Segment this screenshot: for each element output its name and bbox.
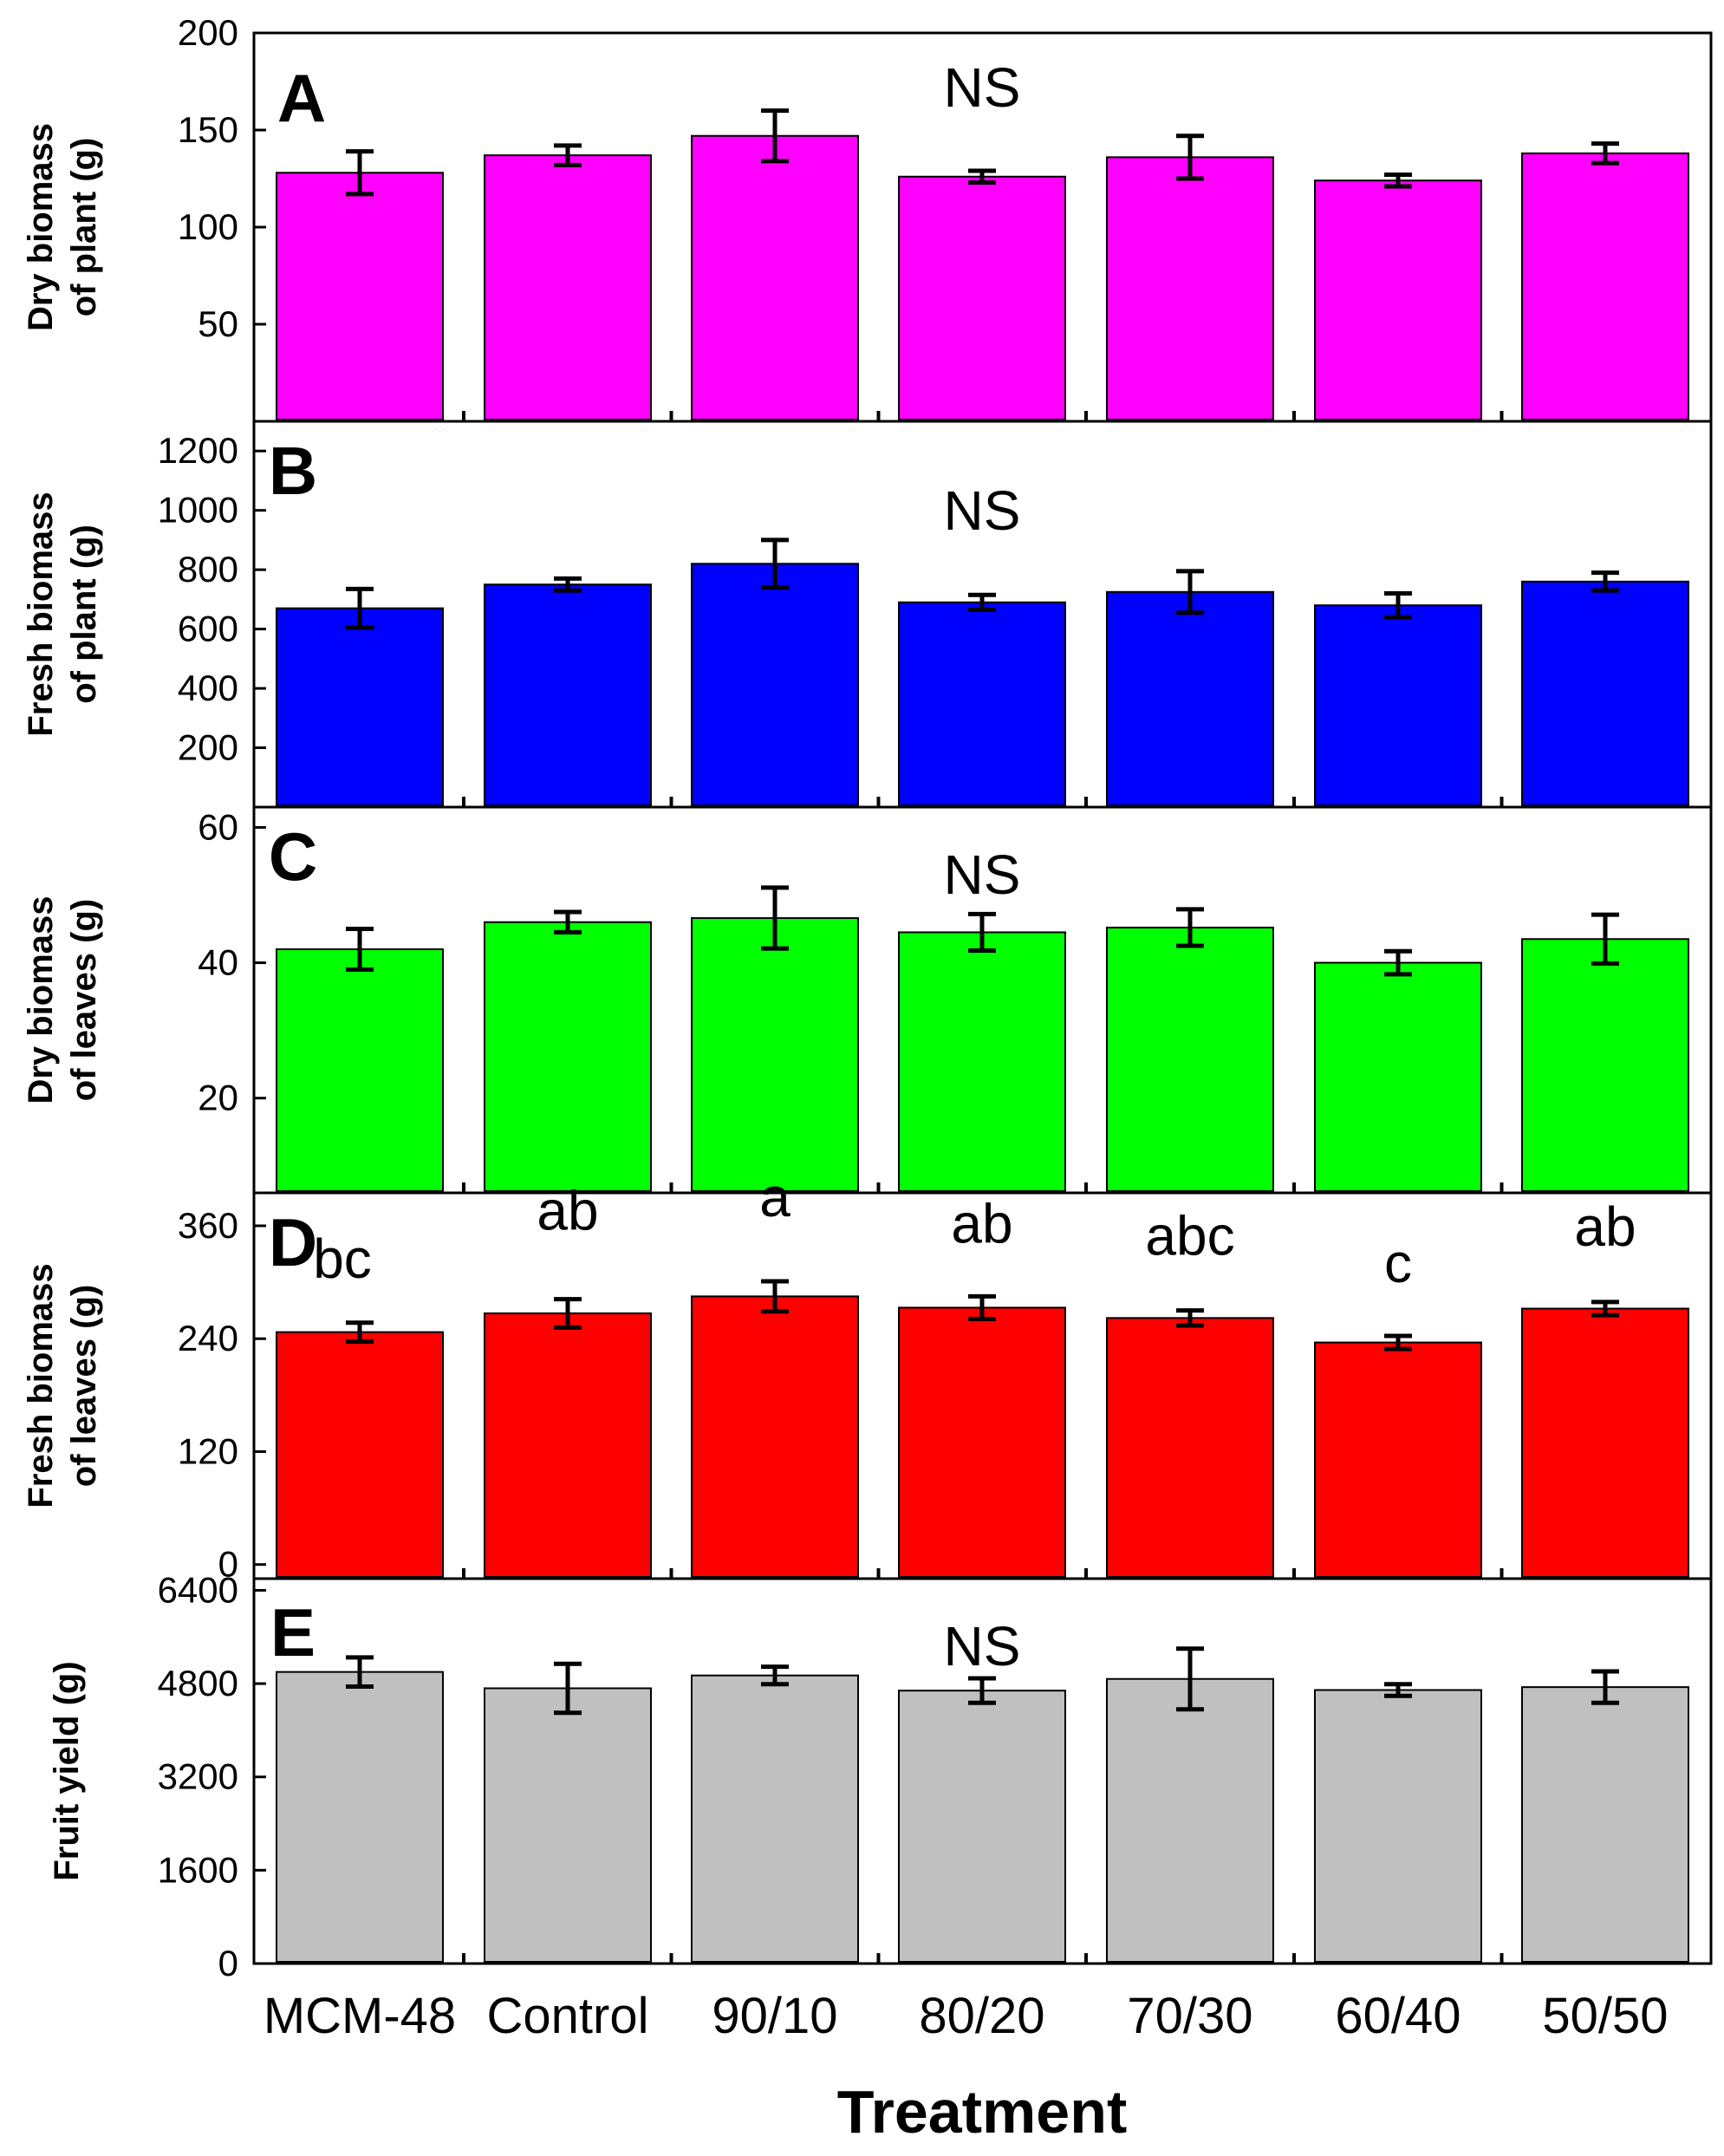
- y-tick-label: 4800: [158, 1663, 238, 1703]
- y-axis-label: Dry biomass of leaves (g): [22, 896, 103, 1104]
- panel-letter: B: [269, 433, 317, 509]
- significance-letter: bc: [313, 1228, 372, 1290]
- y-tick-label: 3200: [158, 1756, 238, 1797]
- y-tick-label: 6400: [158, 1569, 238, 1610]
- bar-a-90/10: [691, 134, 859, 420]
- y-tick-label: 1600: [158, 1849, 238, 1890]
- significance-label: NS: [944, 56, 1021, 119]
- significance-letter: ab: [537, 1180, 598, 1242]
- y-tick-label: 800: [178, 549, 238, 589]
- panel-e: 0 1600 3200 4800 6400 E NS Fruit yield (g): [48, 1569, 1713, 1983]
- y-tick-label: 50: [198, 303, 238, 344]
- significance-letter: abc: [1145, 1205, 1234, 1267]
- panel-b: 200 400 600 800 1000 1200 B NS Fresh biomass of p…: [22, 420, 1713, 809]
- bar-b-50/50: [1521, 580, 1689, 806]
- panel-d: 0 120 240 360 Dbc ab a ab abc c ab Fresh biomass of …: [22, 1166, 1713, 1585]
- bar-b-90/10: [691, 563, 859, 806]
- bar-c-50/50: [1521, 938, 1689, 1192]
- y-axis-label: Fruit yield (g): [48, 1661, 86, 1880]
- significance-letter: c: [1384, 1232, 1412, 1294]
- y-tick-label: 240: [178, 1318, 238, 1358]
- y-tick-label: 600: [178, 609, 238, 649]
- significance-label: NS: [944, 844, 1021, 906]
- y-axis-label: Fresh biomass of plant (g): [22, 492, 103, 736]
- significance-label: NS: [944, 479, 1021, 542]
- panel-letter: A: [277, 60, 326, 136]
- y-tick-label: 0: [218, 1943, 238, 1983]
- y-tick-label: 0: [218, 1544, 238, 1585]
- x-category-label: MCM-48: [263, 1988, 456, 2044]
- bar-d-70/30: [1106, 1317, 1274, 1578]
- bar-a-60/40: [1314, 179, 1482, 421]
- bar-c-60/40: [1314, 961, 1482, 1192]
- x-axis: MCM-48 Control 90/10 80/20 70/30 60/40 50/50 Tr…: [263, 1988, 1669, 2146]
- significance-letter: a: [759, 1166, 790, 1228]
- bar-e-60/40: [1314, 1689, 1482, 1964]
- y-tick-label: 360: [178, 1205, 238, 1246]
- bar-c-control: [484, 921, 652, 1192]
- bar-e-70/30: [1106, 1677, 1274, 1964]
- bar-e-control: [484, 1687, 652, 1964]
- y-tick-label: 150: [178, 109, 238, 150]
- x-category-label: 50/50: [1542, 1988, 1668, 2044]
- bar-b-80/20: [898, 601, 1066, 806]
- x-category-label: 70/30: [1127, 1988, 1252, 2044]
- y-tick-label: 100: [178, 206, 238, 247]
- bar-c-70/30: [1106, 926, 1274, 1193]
- x-category-label: Control: [487, 1988, 649, 2044]
- y-tick-label: 200: [178, 12, 238, 53]
- bar-e-80/20: [898, 1690, 1066, 1964]
- bar-d-mcm-48: [276, 1331, 444, 1578]
- bar-a-70/30: [1106, 156, 1274, 421]
- y-tick-label: 40: [198, 942, 238, 983]
- bar-c-mcm-48: [276, 948, 444, 1193]
- plot-frame: [252, 1577, 1713, 1965]
- panel-letter: E: [270, 1594, 316, 1671]
- panel-letter: C: [269, 818, 317, 895]
- bar-d-60/40: [1314, 1341, 1482, 1578]
- panel-letter: D: [269, 1204, 317, 1280]
- panel-a: 50 100 150 200 A NS Dry biomass of plant (g): [22, 12, 1713, 423]
- bar-e-90/10: [691, 1674, 859, 1963]
- y-axis-label: Fresh biomass of leaves (g): [22, 1263, 103, 1508]
- x-category-label: 80/20: [919, 1988, 1044, 2044]
- y-tick-label: 20: [198, 1078, 238, 1118]
- bar-a-80/20: [898, 175, 1066, 420]
- panel-c: 20 40 60 C NS Dry biomass of leaves (g): [22, 805, 1713, 1195]
- significance-letter: ab: [951, 1192, 1012, 1254]
- significance-label: NS: [944, 1615, 1021, 1677]
- bar-b-mcm-48: [276, 607, 444, 807]
- bar-a-50/50: [1521, 152, 1689, 420]
- bar-e-mcm-48: [276, 1671, 444, 1963]
- bar-c-80/20: [898, 931, 1066, 1192]
- y-tick-label: 60: [198, 806, 238, 847]
- bar-d-80/20: [898, 1306, 1066, 1579]
- y-tick-label: 200: [178, 727, 238, 768]
- bar-a-control: [484, 154, 652, 420]
- bar-b-70/30: [1106, 590, 1274, 806]
- x-axis-title: Treatment: [837, 2078, 1128, 2146]
- y-tick-label: 1000: [158, 490, 238, 531]
- significance-letter: ab: [1574, 1195, 1636, 1258]
- bar-c-90/10: [691, 917, 859, 1192]
- x-category-label: 90/10: [712, 1988, 837, 2044]
- bar-d-50/50: [1521, 1307, 1689, 1578]
- bar-e-50/50: [1521, 1686, 1689, 1964]
- y-tick-label: 120: [178, 1430, 238, 1471]
- y-axis-label: Dry biomass of plant (g): [22, 123, 103, 331]
- bar-a-mcm-48: [276, 172, 444, 420]
- y-tick-label: 400: [178, 668, 238, 708]
- y-tick-label: 1200: [158, 430, 238, 471]
- bar-b-control: [484, 583, 652, 806]
- bar-b-60/40: [1314, 604, 1482, 806]
- bar-d-control: [484, 1312, 652, 1579]
- bar-d-90/10: [691, 1295, 859, 1578]
- x-category-label: 60/40: [1335, 1988, 1461, 2044]
